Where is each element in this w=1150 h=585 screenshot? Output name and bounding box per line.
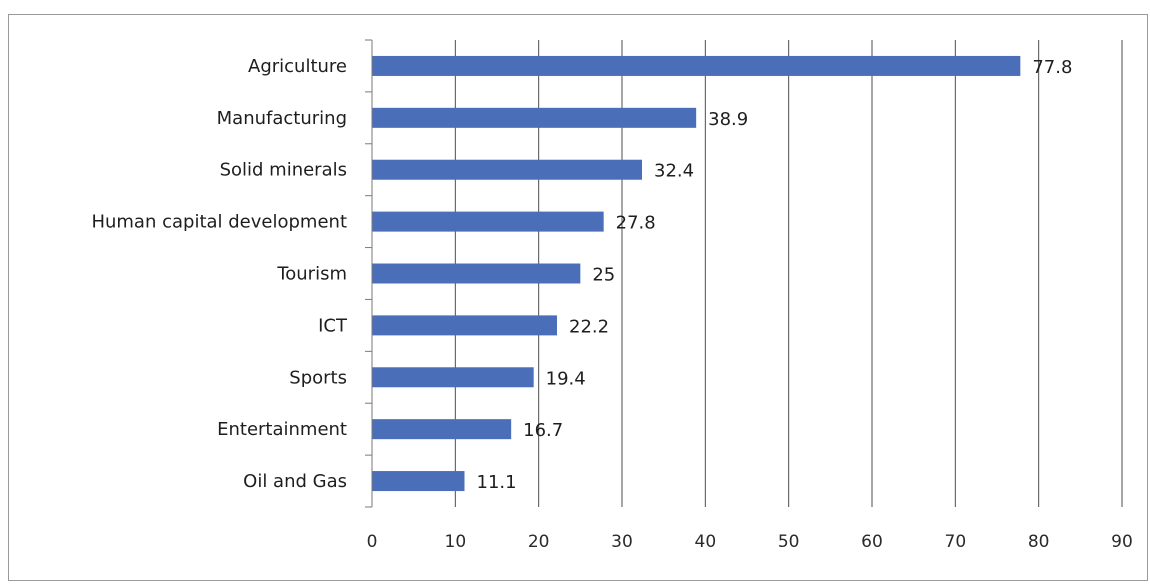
bar-human-capital-development [372,211,604,232]
category-label: Tourism [276,264,347,285]
category-label: Sports [289,367,347,388]
category-label: Agriculture [248,56,347,77]
category-label: Human capital development [91,212,347,233]
data-label: 25 [592,265,615,286]
bar-ict [372,315,557,336]
x-tick-label: 90 [1111,532,1133,552]
category-label: Solid minerals [220,160,347,181]
x-tick-label: 20 [528,532,550,552]
category-label: ICT [318,315,348,336]
x-tick-label: 80 [1028,532,1050,552]
x-tick-label: 30 [611,532,633,552]
bar-sports [372,367,534,388]
data-label: 11.1 [477,472,517,493]
x-tick-label: 50 [778,532,800,552]
data-label: 16.7 [523,420,563,441]
bar-tourism [372,263,581,284]
bar-entertainment [372,419,512,440]
data-label: 38.9 [708,109,748,130]
data-label: 77.8 [1032,57,1072,78]
bar-solid-minerals [372,159,642,180]
category-label: Oil and Gas [243,471,347,492]
data-label: 27.8 [616,213,656,234]
category-axis [365,39,373,508]
bar-manufacturing [372,107,697,128]
x-tick-label: 60 [861,532,883,552]
x-tick-label: 70 [945,532,967,552]
bar-oil-and-gas [372,471,465,492]
data-label: 19.4 [546,368,586,389]
bar-agriculture [372,55,1021,76]
category-label: Entertainment [217,419,347,440]
x-tick-label: 10 [445,532,467,552]
category-label: Manufacturing [217,108,347,129]
labels: 0 10 20 30 40 50 60 70 80 90 Agriculture 77.8 Manufa… [91,56,1132,552]
data-label: 32.4 [654,161,694,182]
x-tick-label: 40 [695,532,717,552]
data-label: 22.2 [569,316,609,337]
bars [372,55,1021,492]
x-tick-label: 0 [367,532,378,552]
